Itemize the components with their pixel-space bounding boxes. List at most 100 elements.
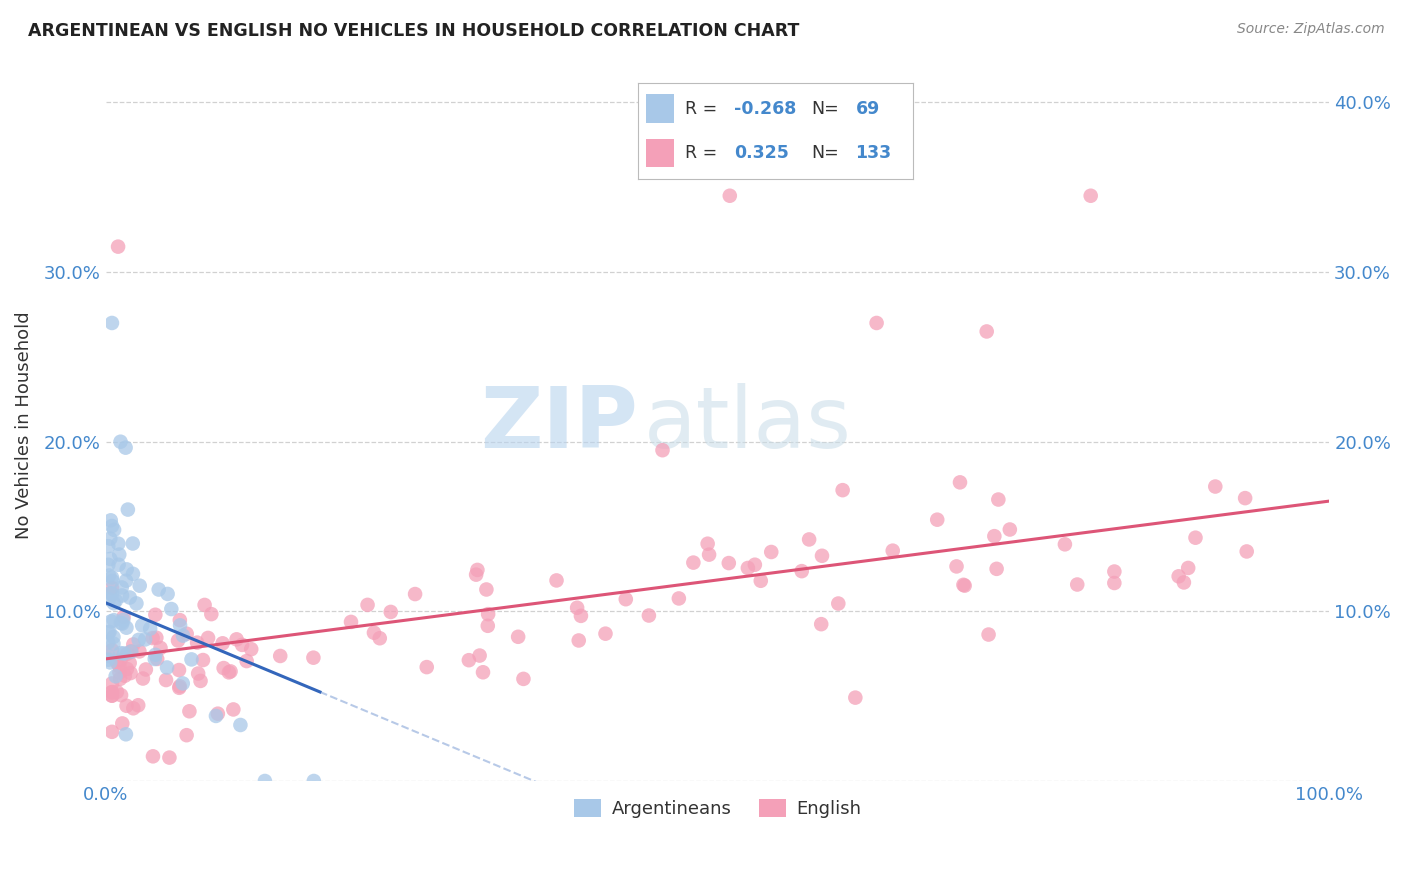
Point bbox=[101, 689, 124, 703]
Point bbox=[302, 650, 325, 665]
Point bbox=[253, 774, 276, 789]
Point bbox=[187, 666, 209, 681]
Point bbox=[112, 613, 135, 627]
Point bbox=[475, 582, 498, 597]
Point bbox=[194, 598, 217, 612]
Point bbox=[368, 632, 391, 646]
Point bbox=[744, 558, 766, 572]
Point bbox=[207, 706, 229, 721]
Point bbox=[115, 662, 138, 676]
Point bbox=[977, 627, 1000, 641]
Point bbox=[122, 701, 145, 715]
Point bbox=[191, 653, 214, 667]
Point bbox=[737, 561, 759, 575]
Point bbox=[882, 543, 904, 558]
Point bbox=[97, 653, 120, 667]
Point bbox=[110, 653, 132, 667]
Point bbox=[115, 698, 138, 713]
Point bbox=[761, 545, 783, 559]
Point bbox=[1167, 569, 1189, 583]
Point bbox=[118, 591, 141, 605]
Point bbox=[176, 728, 198, 742]
Point bbox=[118, 656, 141, 670]
Point bbox=[107, 240, 129, 254]
Point bbox=[1053, 537, 1076, 551]
Text: Source: ZipAtlas.com: Source: ZipAtlas.com bbox=[1237, 22, 1385, 37]
Point bbox=[696, 537, 718, 551]
Point bbox=[100, 615, 122, 629]
Point bbox=[145, 631, 167, 645]
Point bbox=[110, 646, 132, 660]
Point bbox=[107, 558, 129, 572]
Point bbox=[983, 529, 1005, 543]
Point bbox=[1104, 565, 1126, 579]
Point bbox=[110, 615, 132, 630]
Point bbox=[1234, 491, 1257, 505]
Point bbox=[200, 607, 222, 621]
Point bbox=[134, 632, 156, 647]
Point bbox=[101, 685, 124, 699]
Point bbox=[512, 672, 534, 686]
Point bbox=[797, 533, 820, 547]
Point bbox=[172, 676, 194, 690]
Point bbox=[949, 475, 972, 490]
Point bbox=[143, 652, 166, 666]
Point bbox=[811, 549, 834, 563]
Point bbox=[595, 626, 617, 640]
Point bbox=[115, 727, 138, 741]
Point bbox=[120, 666, 142, 681]
Point bbox=[101, 689, 124, 703]
Point bbox=[101, 519, 124, 533]
Point bbox=[128, 632, 150, 647]
Point bbox=[205, 709, 228, 723]
Point bbox=[865, 316, 887, 330]
Point bbox=[115, 562, 138, 576]
Point bbox=[844, 690, 866, 705]
Point bbox=[101, 676, 124, 690]
Point bbox=[987, 492, 1010, 507]
Point bbox=[404, 587, 426, 601]
Point bbox=[508, 630, 530, 644]
Point bbox=[169, 679, 191, 693]
Point bbox=[457, 653, 479, 667]
Text: ARGENTINEAN VS ENGLISH NO VEHICLES IN HOUSEHOLD CORRELATION CHART: ARGENTINEAN VS ENGLISH NO VEHICLES IN HO… bbox=[28, 22, 800, 40]
Point bbox=[114, 669, 136, 683]
Point bbox=[128, 579, 150, 593]
Point bbox=[101, 643, 124, 657]
Point bbox=[218, 665, 240, 680]
Point bbox=[953, 579, 976, 593]
Point bbox=[98, 624, 121, 639]
Point bbox=[145, 648, 167, 662]
Point bbox=[121, 536, 143, 550]
Point bbox=[235, 654, 257, 668]
Point bbox=[105, 656, 128, 670]
Point bbox=[100, 513, 122, 527]
Point bbox=[97, 558, 120, 572]
Point bbox=[831, 483, 853, 497]
Point bbox=[97, 625, 120, 640]
Point bbox=[229, 718, 252, 732]
Point bbox=[1177, 561, 1199, 575]
Point bbox=[565, 600, 588, 615]
Point bbox=[546, 574, 568, 588]
Point bbox=[749, 574, 772, 588]
Point bbox=[1104, 576, 1126, 591]
Point bbox=[472, 665, 495, 680]
Point bbox=[952, 578, 974, 592]
Point bbox=[167, 663, 190, 677]
Point bbox=[115, 574, 138, 588]
Point bbox=[104, 593, 127, 607]
Point bbox=[98, 532, 121, 546]
Point bbox=[718, 188, 741, 202]
Point bbox=[146, 652, 169, 666]
Point bbox=[142, 749, 165, 764]
Point bbox=[122, 566, 145, 581]
Point bbox=[111, 616, 134, 631]
Point bbox=[115, 647, 138, 661]
Point bbox=[240, 642, 263, 657]
Point bbox=[363, 625, 385, 640]
Point bbox=[108, 548, 131, 562]
Point bbox=[97, 648, 120, 663]
Point bbox=[115, 621, 138, 635]
Point bbox=[356, 598, 378, 612]
